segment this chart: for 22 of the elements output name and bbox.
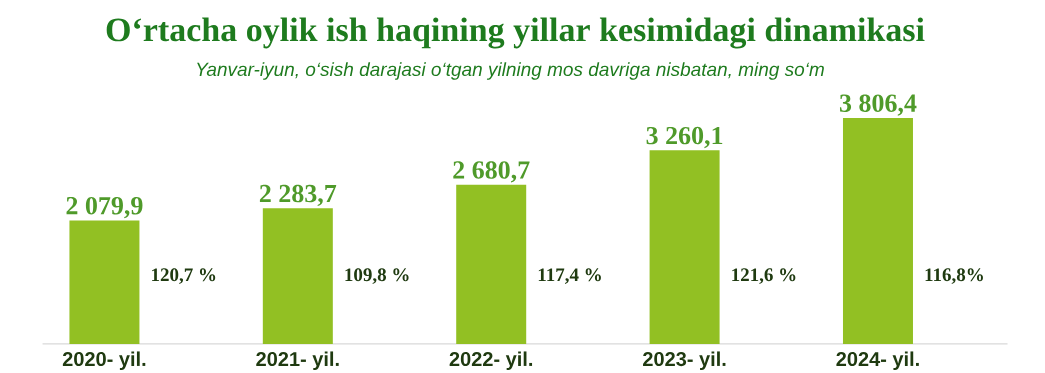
x-tick-label: 2021- yil. bbox=[256, 351, 339, 370]
annotation: 117,4 % bbox=[538, 268, 601, 284]
chart-subtitle: Yanvar-iyun, o‘sish darajasi o‘tgan yilning mos davriga nisbatan, ming so‘m bbox=[197, 61, 824, 80]
x-tick-label: 2023- yil. bbox=[643, 351, 726, 370]
x-tick-label: 2022- yil. bbox=[449, 351, 533, 370]
data-label: 2 680,7 bbox=[453, 161, 530, 183]
annotation: 121,6 % bbox=[732, 268, 796, 284]
x-tick-label: 2020- yil. bbox=[62, 351, 146, 370]
bar bbox=[69, 220, 140, 344]
bar bbox=[456, 184, 527, 344]
annotation: 116,8% bbox=[925, 268, 983, 284]
data-label: 3 260,1 bbox=[646, 126, 723, 148]
annotation: 109,8 % bbox=[345, 268, 409, 284]
data-label: 2 283,7 bbox=[259, 184, 337, 206]
chart-title: O‘rtacha oylik ish haqining yillar kesimidagi dinamikasi bbox=[106, 17, 925, 49]
x-tick-label: 2024- yil. bbox=[836, 351, 919, 370]
data-label: 3 806,4 bbox=[839, 94, 917, 116]
bar bbox=[842, 117, 913, 344]
bar bbox=[262, 208, 333, 344]
bar bbox=[649, 150, 720, 344]
data-label: 2 079,9 bbox=[66, 196, 143, 219]
annotation: 120,7 % bbox=[152, 268, 216, 284]
